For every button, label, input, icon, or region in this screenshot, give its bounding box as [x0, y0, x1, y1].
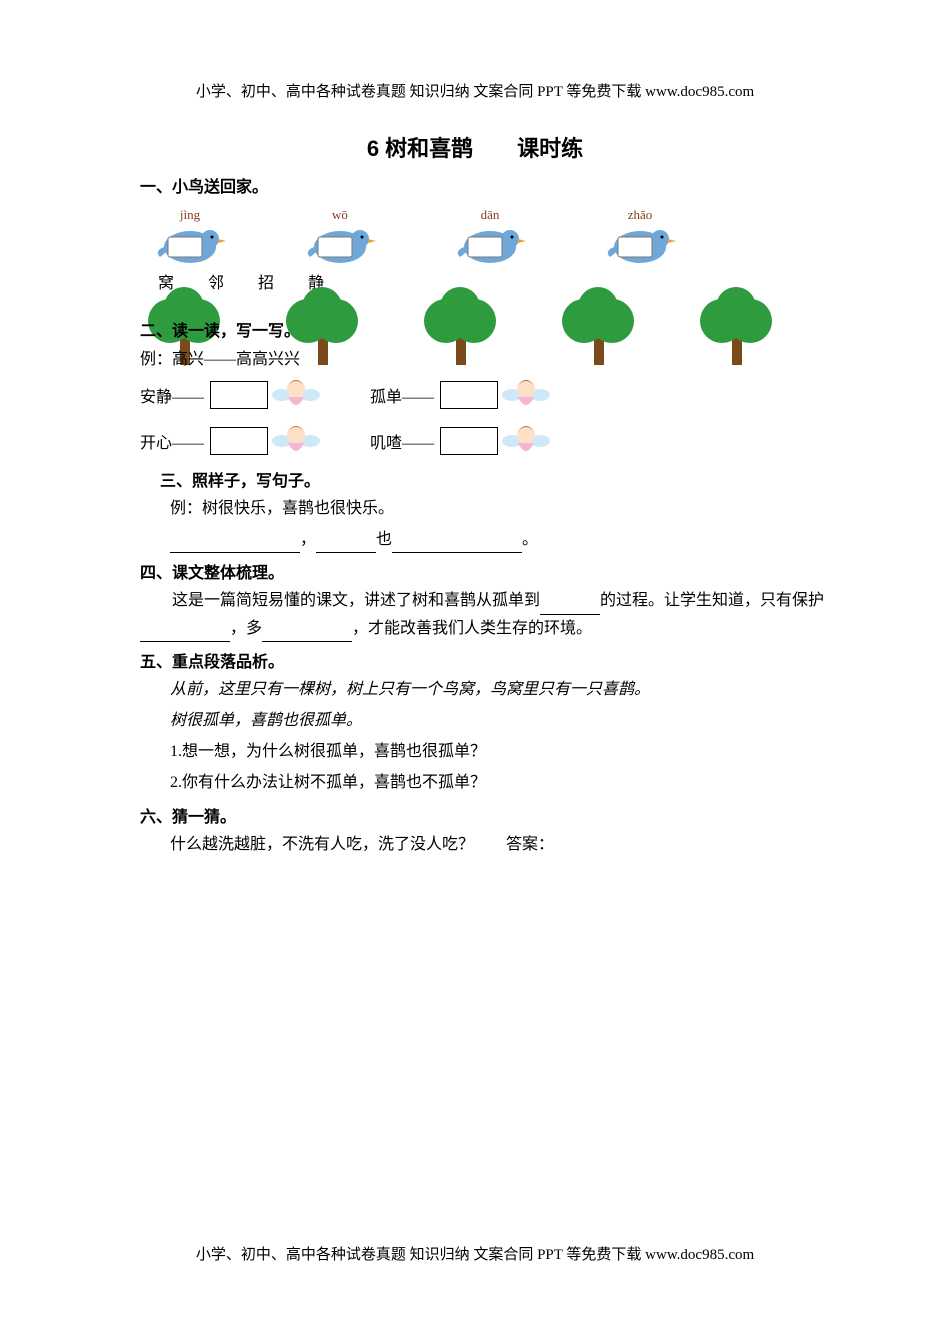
fairy-icon [498, 375, 552, 415]
section-3-heading: 三、照样子，写句子。 [160, 467, 840, 491]
fairy-icon [498, 421, 552, 461]
section-4-heading: 四、课文整体梳理。 [140, 559, 840, 583]
pinyin-label: zhāo [628, 207, 653, 223]
page-footer: 小学、初中、高中各种试卷真题 知识归纳 文案合同 PPT 等免费下载 www.d… [0, 1243, 950, 1264]
bird-item: wō [300, 207, 380, 267]
passage-line: 从前，这里只有一棵树，树上只有一个鸟窝，鸟窝里只有一只喜鹊。 [170, 676, 840, 703]
section-6-heading: 六、猜一猜。 [140, 803, 840, 827]
blank[interactable] [316, 535, 376, 554]
bird-icon [154, 217, 226, 267]
punct: ， [300, 531, 316, 548]
word: 也 [376, 531, 392, 548]
question: 2.你有什么办法让树不孤单，喜鹊也不孤单？ [170, 769, 840, 796]
bird-item: jìng [150, 207, 230, 267]
fairy-icon [268, 375, 322, 415]
section-5-heading: 五、重点段落品析。 [140, 648, 840, 672]
bird-icon [454, 217, 526, 267]
answer-box[interactable] [440, 427, 498, 455]
word-row: 开心—— 叽喳—— [140, 421, 840, 461]
fairy-icon [268, 421, 322, 461]
word-label: 孤单—— [370, 383, 434, 407]
word-label: 叽喳—— [370, 429, 434, 453]
pinyin-label: dān [481, 207, 500, 223]
answer-box[interactable] [210, 427, 268, 455]
blank[interactable] [392, 535, 522, 554]
bird-icon [304, 217, 376, 267]
blank[interactable] [540, 596, 600, 615]
bird-icon [604, 217, 676, 267]
bird-item: zhāo [600, 207, 680, 267]
word-label: 安静—— [140, 383, 204, 407]
answer-box[interactable] [440, 381, 498, 409]
pinyin-label: jìng [180, 207, 200, 223]
punct: 。 [522, 531, 538, 548]
bird-item: dān [450, 207, 530, 267]
page-header: 小学、初中、高中各种试卷真题 知识归纳 文案合同 PPT 等免费下载 www.d… [110, 80, 840, 101]
blank[interactable] [140, 623, 230, 642]
sentence-blank: ， 也 。 [170, 526, 840, 553]
bird-row: jìng wō dān [150, 207, 840, 267]
blank[interactable] [262, 623, 352, 642]
word-label: 开心—— [140, 429, 204, 453]
section-1-heading: 一、小鸟送回家。 [140, 173, 840, 197]
blank[interactable] [170, 535, 300, 554]
char: 招 [258, 269, 274, 293]
section-2-heading: 二、读一读，写一写。 [140, 317, 840, 341]
word-row: 安静—— 孤单—— [140, 375, 840, 415]
example-sentence: 例：树很快乐，喜鹊也很快乐。 [170, 495, 840, 522]
passage-line: 树很孤单，喜鹊也很孤单。 [170, 707, 840, 734]
document-title: 6 树和喜鹊 课时练 [110, 131, 840, 163]
pinyin-label: wō [332, 207, 348, 223]
question: 1.想一想，为什么树很孤单，喜鹊也很孤单？ [170, 738, 840, 765]
answer-box[interactable] [210, 381, 268, 409]
section-4-text: 这是一篇简短易懂的课文，讲述了树和喜鹊从孤单到的过程。让学生知道，只有保护，多，… [140, 587, 830, 641]
riddle-text: 什么越洗越脏，不洗有人吃，洗了没人吃？ 答案： [170, 831, 840, 858]
